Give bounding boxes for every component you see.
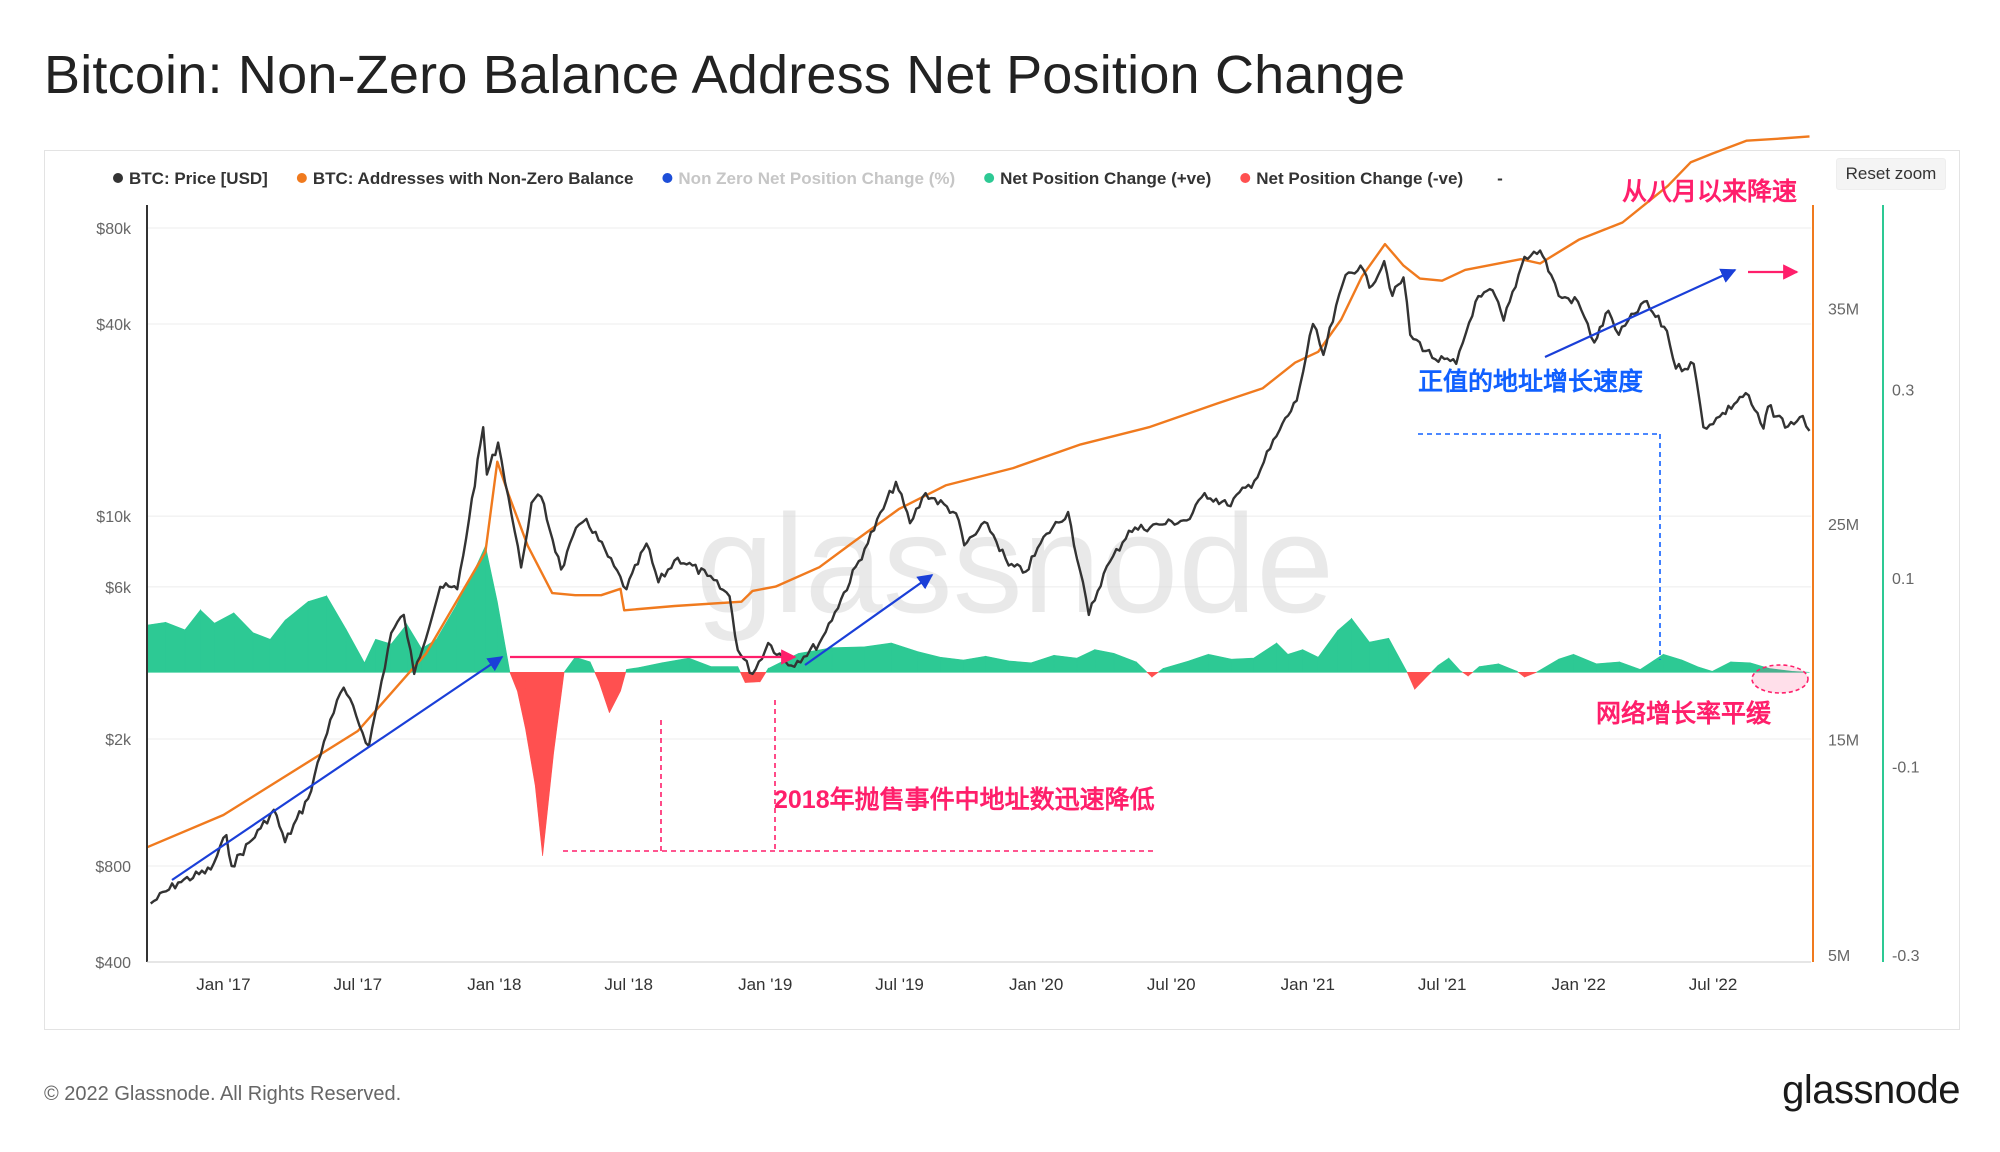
x-tick-9: Jul '21 (1418, 975, 1467, 994)
price-tick-5: $40k (96, 317, 132, 334)
page-title: Bitcoin: Non-Zero Balance Address Net Po… (44, 45, 1406, 105)
annotation-network-slowdown: 网络增长率平缓 (1596, 699, 1772, 728)
axes: $400 $800 $2k $6k $10k $40k $80k Jan '17 Jul '17… (95, 205, 1920, 994)
footer-copyright: © 2022 Glassnode. All Rights Reserved. (44, 1083, 402, 1105)
x-tick-0: Jan '17 (196, 975, 250, 994)
legend-item-2[interactable]: Non Zero Net Position Change (%) (678, 169, 955, 188)
pct-tick-2: 0.1 (1892, 571, 1914, 588)
legend-dot-2 (662, 173, 673, 183)
watermark: glassnode (696, 485, 1334, 642)
addresses-tick-3: 35M (1828, 302, 1859, 319)
x-tick-4: Jan '19 (738, 975, 792, 994)
x-tick-6: Jan '20 (1009, 975, 1063, 994)
net-position-negative-area (509, 672, 1537, 857)
legend-dot-3 (984, 173, 995, 183)
addresses-series (146, 135, 1810, 849)
x-tick-7: Jul '20 (1147, 975, 1196, 994)
price-tick-6: $80k (96, 221, 132, 238)
annotation-2018-selloff: 2018年抛售事件中地址数迅速降低 (774, 785, 1155, 814)
price-tick-4: $10k (96, 509, 132, 526)
slowdown-highlight (1751, 664, 1809, 694)
price-tick-0: $400 (95, 955, 131, 972)
net-position-negative (509, 672, 1537, 857)
grid (147, 227, 1811, 867)
legend-item-1[interactable]: BTC: Addresses with Non-Zero Balance (313, 169, 634, 188)
addresses-tick-1: 15M (1828, 733, 1859, 750)
x-tick-5: Jul '19 (875, 975, 924, 994)
trend-arrow-2021 (1544, 268, 1737, 359)
annotation-since-august: 从八月以来降速 (1622, 178, 1797, 206)
price-line (149, 249, 1811, 905)
legend-item-5[interactable]: - (1497, 169, 1503, 188)
addresses-tick-0: 5M (1828, 948, 1850, 965)
legend-item-4[interactable]: Net Position Change (-ve) (1256, 169, 1463, 188)
legend-item-0[interactable]: BTC: Price [USD] (129, 169, 268, 188)
legend-dot-0 (113, 173, 123, 183)
x-tick-10: Jan '22 (1552, 975, 1606, 994)
x-tick-11: Jul '22 (1689, 975, 1738, 994)
addresses-line (146, 135, 1810, 849)
x-tick-1: Jul '17 (333, 975, 382, 994)
x-tick-3: Jul '18 (604, 975, 653, 994)
legend-dot-1 (296, 173, 307, 183)
annotation-positive-growth: 正值的地址增长速度 (1418, 367, 1643, 396)
x-tick-2: Jan '18 (467, 975, 521, 994)
legend-item-3[interactable]: Net Position Change (+ve) (1000, 169, 1211, 188)
pct-tick-1: -0.1 (1892, 760, 1920, 777)
price-tick-1: $800 (95, 859, 131, 876)
price-series (149, 249, 1811, 905)
chart-frame (44, 150, 1960, 1030)
trend-arrow-2017 (171, 656, 504, 881)
legend: BTC: Price [USD] BTC: Addresses with Non-… (113, 169, 1503, 188)
price-tick-2: $2k (105, 732, 132, 749)
glassnode-logo: glassnode (1782, 1068, 1960, 1112)
trend-arrow-2019 (804, 574, 934, 666)
pct-tick-0: -0.3 (1892, 948, 1920, 965)
x-tick-8: Jan '21 (1281, 975, 1335, 994)
legend-dot-4 (1240, 173, 1251, 183)
addresses-tick-2: 25M (1828, 517, 1859, 534)
price-tick-3: $6k (105, 580, 132, 597)
pct-tick-3: 0.3 (1892, 383, 1914, 400)
reset-zoom-button[interactable]: Reset zoom (1836, 158, 1946, 190)
